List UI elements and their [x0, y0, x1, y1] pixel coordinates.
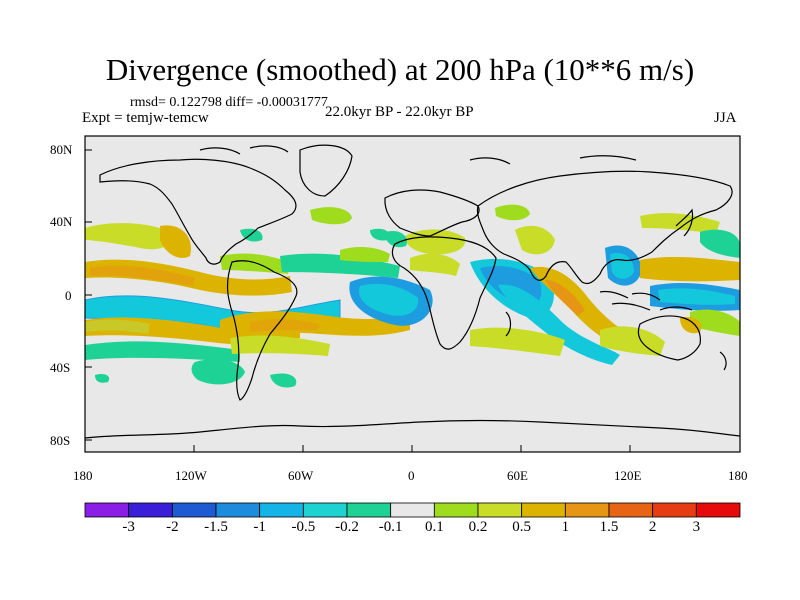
x-tick-label: 60W	[288, 468, 314, 483]
y-tick-label: 40S	[50, 360, 71, 375]
colorbar-label: 1.5	[599, 519, 619, 535]
axis-ticks	[84, 149, 741, 452]
colorbar-label: -1	[253, 519, 266, 535]
divergence-contours	[85, 204, 740, 388]
colorbar-label: -1.5	[204, 519, 228, 535]
y-tick-label: 80S	[50, 433, 71, 448]
colorbar-swatch	[564, 502, 610, 518]
colorbar-swatch	[390, 502, 435, 518]
season-label: JJA	[714, 110, 737, 126]
colorbar-label: -2	[166, 519, 179, 535]
x-tick-label: 60E	[507, 468, 528, 483]
colorbar-swatch	[171, 502, 217, 518]
y-tick-label: 40N	[50, 214, 73, 229]
colorbar-swatch	[652, 502, 697, 518]
colorbar-label: 0.1	[424, 519, 444, 535]
colorbar-swatch	[259, 502, 304, 518]
x-tick-label: 120W	[175, 468, 207, 483]
colorbar-swatch	[302, 502, 348, 518]
experiment-label: Expt = temjw-temcw	[82, 110, 209, 126]
colorbar-label: 1	[561, 519, 570, 535]
y-tick-label: 80N	[50, 142, 73, 157]
x-tick-label: 180	[73, 468, 93, 483]
colorbar-label: 0.2	[468, 519, 488, 535]
colorbar-label: 2	[648, 519, 657, 535]
colorbar-label: 3	[692, 519, 701, 535]
colorbar-swatch	[346, 502, 392, 518]
colorbar-swatch	[521, 502, 566, 518]
colorbar-swatch	[215, 502, 261, 518]
colorbar-swatch	[128, 502, 173, 518]
colorbar-label: 0.5	[512, 519, 532, 535]
x-tick-label: 120E	[614, 468, 642, 483]
stats-text: rmsd= 0.122798 diff= -0.00031777	[130, 95, 328, 110]
colorbar-swatch	[608, 502, 654, 518]
colorbar-swatch	[477, 502, 523, 518]
colorbar-swatch	[433, 502, 479, 518]
colorbar-label: -3	[122, 519, 135, 535]
map-title: Divergence (smoothed) at 200 hPa (10**6 …	[105, 52, 695, 87]
colorbar-swatch	[84, 502, 130, 518]
x-tick-label: 0	[408, 468, 415, 483]
colorbar-swatch	[695, 502, 741, 518]
colorbar-label: -0.5	[291, 519, 316, 535]
period-label: 22.0kyr BP - 22.0kyr BP	[325, 104, 474, 120]
x-tick-label: 180	[728, 468, 748, 483]
colorbar-label: -0.2	[335, 519, 359, 535]
colorbar	[84, 502, 741, 518]
y-tick-label: 0	[65, 288, 72, 303]
coastlines	[85, 144, 740, 439]
colorbar-label: -0.1	[378, 519, 403, 535]
